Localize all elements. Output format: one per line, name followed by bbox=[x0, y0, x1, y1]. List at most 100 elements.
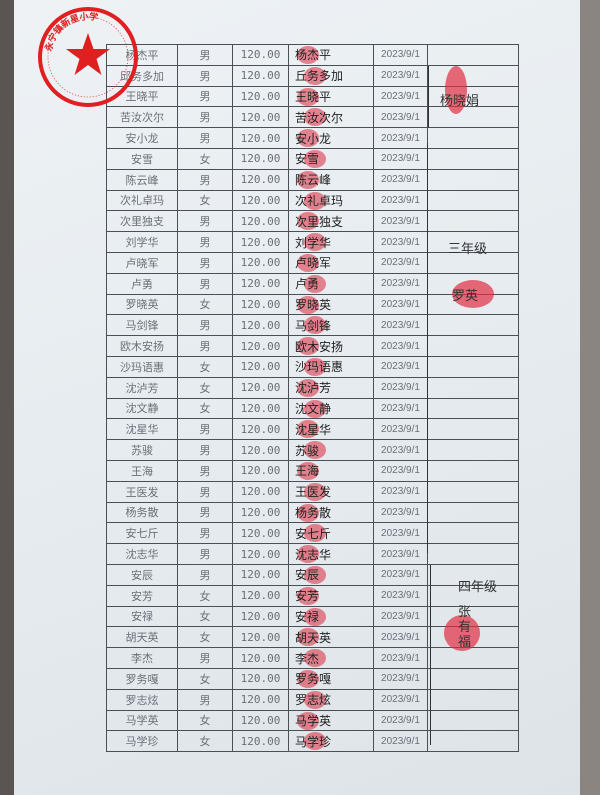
table-row: 王海男 120.00 王海 2023/9/1 bbox=[106, 459, 519, 482]
group3-signer: 张有福 bbox=[458, 605, 472, 650]
table-row: 李杰男 120.00 李杰 2023/9/1 bbox=[106, 647, 519, 669]
gender-cell: 男 bbox=[177, 335, 233, 357]
gender-cell: 男 bbox=[177, 418, 233, 441]
signature-cell: 丘务多加 bbox=[288, 64, 374, 87]
signature-cell: 次里独支 bbox=[288, 210, 374, 233]
date-cell: 2023/9/1 bbox=[373, 439, 428, 461]
name-cell: 沈文静 bbox=[106, 397, 178, 420]
remark-cell bbox=[427, 501, 519, 524]
amount-cell: 120.00 bbox=[232, 584, 289, 607]
fingerprint bbox=[297, 378, 319, 397]
amount-cell: 120.00 bbox=[232, 231, 289, 253]
fingerprint bbox=[297, 420, 319, 439]
signature-cell: 李杰 bbox=[288, 647, 374, 669]
name-cell: 马学英 bbox=[106, 709, 178, 732]
signature-cell: 安雪 bbox=[288, 147, 374, 170]
group1-signer: 杨晓娟 bbox=[440, 94, 480, 109]
signature-cell: 罗志炫 bbox=[288, 688, 374, 711]
amount-cell: 120.00 bbox=[232, 251, 289, 274]
gender-cell: 女 bbox=[177, 626, 233, 649]
table-row: 沈泸芳女 120.00 沈泸芳 2023/9/1 bbox=[106, 376, 519, 399]
date-cell: 2023/9/1 bbox=[373, 709, 428, 732]
signature-cell: 罗务嘎 bbox=[288, 667, 374, 690]
date-cell: 2023/9/1 bbox=[373, 667, 428, 690]
gender-cell: 女 bbox=[177, 667, 233, 690]
date-cell: 2023/9/1 bbox=[373, 106, 428, 129]
name-cell: 罗志炫 bbox=[106, 688, 178, 711]
date-cell: 2023/9/1 bbox=[373, 293, 428, 316]
fingerprint bbox=[445, 66, 467, 114]
gender-cell: 女 bbox=[177, 730, 233, 753]
fingerprint bbox=[304, 565, 326, 584]
remark-cell bbox=[427, 355, 519, 378]
signature-cell: 沙玛语惠 bbox=[288, 355, 374, 378]
fingerprint bbox=[297, 46, 319, 64]
remark-cell bbox=[427, 439, 519, 461]
signature-cell: 刘学华 bbox=[288, 231, 374, 253]
gender-cell: 女 bbox=[177, 709, 233, 732]
fingerprint bbox=[444, 615, 480, 651]
amount-cell: 120.00 bbox=[232, 293, 289, 316]
date-cell: 2023/9/1 bbox=[373, 168, 428, 191]
name-cell: 欧木安扬 bbox=[106, 335, 178, 357]
name-cell: 刘学华 bbox=[106, 231, 178, 253]
date-cell: 2023/9/1 bbox=[373, 397, 428, 420]
group3-grade: 四年级 bbox=[458, 580, 498, 595]
date-cell: 2023/9/1 bbox=[373, 418, 428, 441]
name-cell: 安禄 bbox=[106, 605, 178, 628]
amount-cell: 120.00 bbox=[232, 522, 289, 545]
date-cell: 2023/9/1 bbox=[373, 543, 428, 565]
remark-cell bbox=[427, 189, 519, 212]
signature-text: 安小龙 bbox=[295, 131, 332, 146]
amount-cell: 120.00 bbox=[232, 439, 289, 461]
name-cell: 次礼卓玛 bbox=[106, 189, 178, 212]
amount-cell: 120.00 bbox=[232, 355, 289, 378]
amount-cell: 120.00 bbox=[232, 127, 289, 149]
fingerprint bbox=[297, 461, 319, 480]
amount-cell: 120.00 bbox=[232, 459, 289, 482]
amount-cell: 120.00 bbox=[232, 168, 289, 191]
fingerprint bbox=[304, 108, 326, 127]
amount-cell: 120.00 bbox=[232, 543, 289, 565]
date-cell: 2023/9/1 bbox=[373, 563, 428, 586]
signature-cell: 王晓平 bbox=[288, 85, 374, 108]
table-row: 安雪女 120.00 安雪 2023/9/1 bbox=[106, 147, 519, 170]
gender-cell: 男 bbox=[177, 688, 233, 711]
remark-cell bbox=[427, 730, 519, 753]
signature-text: 马学珍 bbox=[295, 734, 332, 749]
name-cell: 王医发 bbox=[106, 480, 178, 503]
amount-cell: 120.00 bbox=[232, 44, 289, 66]
group2-grade: 三年级 bbox=[448, 242, 488, 257]
signature-text: 安雪 bbox=[295, 152, 320, 167]
fingerprint bbox=[304, 316, 326, 335]
remark-cell bbox=[427, 64, 519, 87]
remark-cell bbox=[427, 459, 519, 482]
fingerprint bbox=[297, 253, 319, 272]
signature-cell: 沈志华 bbox=[288, 543, 374, 565]
table-row: 苏骏男 120.00 苏骏 2023/9/1 bbox=[106, 439, 519, 461]
signature-cell: 沈文静 bbox=[288, 397, 374, 420]
gender-cell: 女 bbox=[177, 355, 233, 378]
name-cell: 罗晓英 bbox=[106, 293, 178, 316]
signature-cell: 苦汝次尔 bbox=[288, 106, 374, 129]
table-row: 安辰男 120.00 安辰 2023/9/1 bbox=[106, 563, 519, 586]
date-cell: 2023/9/1 bbox=[373, 210, 428, 233]
gender-cell: 女 bbox=[177, 293, 233, 316]
signature-cell: 王海 bbox=[288, 459, 374, 482]
table-row: 欧木安扬男 120.00 欧木安扬 2023/9/1 bbox=[106, 335, 519, 357]
table-row: 沈星华男 120.00 沈星华 2023/9/1 bbox=[106, 418, 519, 441]
signature-cell: 安辰 bbox=[288, 563, 374, 586]
signature-text: 安禄 bbox=[295, 609, 320, 624]
fingerprint bbox=[304, 690, 326, 709]
table-row: 杨杰平男 120.00 杨杰平 2023/9/1 bbox=[106, 44, 519, 66]
remark-cell bbox=[427, 647, 519, 669]
gender-cell: 男 bbox=[177, 44, 233, 66]
signature-text: 次礼卓玛 bbox=[295, 193, 344, 208]
amount-cell: 120.00 bbox=[232, 709, 289, 732]
amount-cell: 120.00 bbox=[232, 730, 289, 753]
gender-cell: 女 bbox=[177, 584, 233, 607]
table-row: 马学英女 120.00 马学英 2023/9/1 bbox=[106, 709, 519, 732]
gender-cell: 男 bbox=[177, 251, 233, 274]
fingerprint bbox=[297, 87, 319, 106]
table-row: 沈文静女 120.00 沈文静 2023/9/1 bbox=[106, 397, 519, 420]
